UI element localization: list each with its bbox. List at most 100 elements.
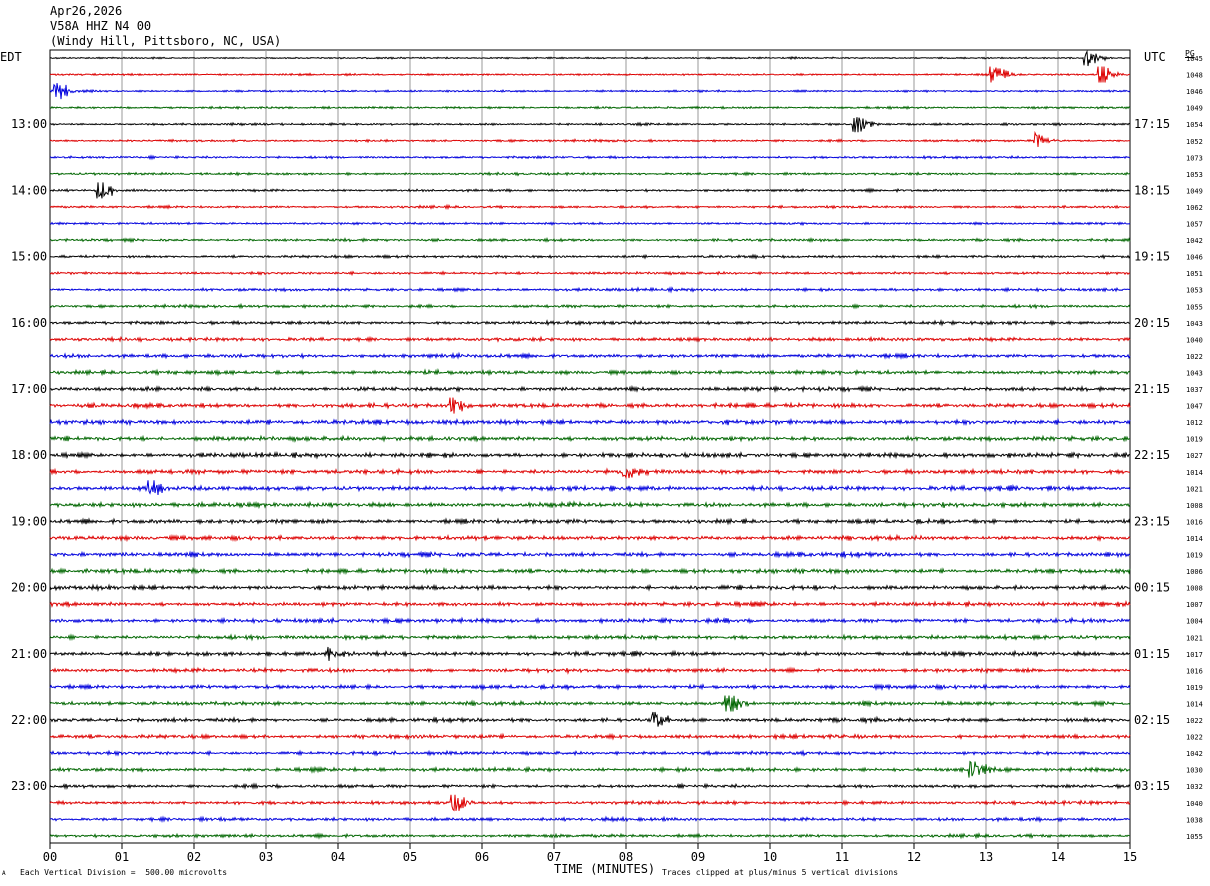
seismic-trace [49,711,1130,727]
trace-value-label: 1040 [1186,800,1203,808]
trace-value-label: 1016 [1186,518,1203,526]
trace-value-label: 1052 [1186,138,1203,146]
seismic-trace [49,236,1131,244]
x-tick-label: 10 [763,850,777,864]
trace-value-label: 1017 [1186,651,1203,659]
seismic-trace [49,171,1131,177]
seismic-trace [49,66,1131,83]
trace-value-label: 1012 [1186,419,1203,427]
trace-value-label: 1042 [1186,750,1203,758]
x-tick-label: 03 [259,850,273,864]
plot-grid [49,49,1131,849]
trace-value-label: 1062 [1186,204,1203,212]
trace-value-label: 1047 [1186,403,1203,411]
right-hour-label: 19:15 [1134,250,1170,264]
x-tick-label: 08 [619,850,633,864]
seismic-trace [49,253,1131,260]
header-location: (Windy Hill, Pittsboro, NC, USA) [50,34,282,48]
seismic-trace [49,500,1131,510]
seismic-trace [49,480,1131,496]
trace-value-label: 1006 [1186,568,1203,576]
trace-value-label: 1022 [1186,734,1203,742]
trace-value-label: 1022 [1186,353,1203,361]
seismic-trace [49,695,1131,712]
seismic-trace [49,794,1131,812]
seismic-trace [49,583,1131,593]
seismic-trace [49,467,1131,480]
seismic-trace [49,434,1131,443]
trace-value-label: 1038 [1186,816,1203,824]
seismic-trace [49,760,1131,778]
trace-value-label: 1073 [1186,154,1203,162]
right-hour-label: 17:15 [1134,117,1170,131]
pg-label: PG [1185,49,1195,58]
seismic-trace [49,749,1131,757]
right-hour-label: 00:15 [1134,581,1170,595]
trace-value-label: 1049 [1186,187,1203,195]
left-timezone-label: EDT [0,50,22,64]
seismic-trace [49,117,1131,133]
left-hour-label: 15:00 [11,250,47,264]
seismic-trace [49,302,1131,310]
trace-value-label: 1021 [1186,634,1203,642]
left-hour-label: 16:00 [11,316,47,330]
trace-value-label: 1048 [1186,72,1203,80]
trace-value-label: 1004 [1186,618,1203,626]
trace-value-label: 1014 [1186,535,1203,543]
seismic-trace [49,83,1131,100]
seismic-trace [49,683,1131,692]
trace-value-label: 1030 [1186,767,1203,775]
trace-value-label: 1042 [1186,237,1203,245]
seismic-trace [50,666,1131,675]
trace-value-label: 1040 [1186,336,1203,344]
seismic-trace [49,600,1131,609]
left-hour-label: 21:00 [11,647,47,661]
left-hour-label: 23:00 [11,779,47,793]
trace-value-label: 1021 [1186,485,1203,493]
seismic-trace [49,367,1131,377]
left-hour-label: 19:00 [11,514,47,528]
right-hour-label: 23:15 [1134,514,1170,528]
left-hour-label: 13:00 [11,117,47,131]
seismic-trace [49,646,1131,661]
x-tick-label: 12 [907,850,921,864]
trace-value-label: 1008 [1186,502,1203,510]
seismic-trace [49,384,1131,394]
right-hour-label: 20:15 [1134,316,1170,330]
seismic-trace [49,270,1131,277]
label-group: 00 01 02 03 04 05 06 07 08 09 10 11 12 13 14 15 1045 1048… [11,55,1203,864]
seismic-trace [49,566,1131,576]
trace-value-label: 1008 [1186,585,1203,593]
seismic-trace [49,417,1131,427]
x-tick-label: 05 [403,850,417,864]
x-tick-label: 02 [187,850,201,864]
header-date: Apr26,2026 [50,4,123,18]
x-tick-label: 01 [115,850,129,864]
trace-value-label: 1054 [1186,121,1203,129]
seismic-trace [49,182,1131,199]
seismic-trace [49,203,1131,211]
plot-frame [49,49,1131,844]
trace-value-label: 1057 [1186,221,1203,229]
right-hour-label: 21:15 [1134,382,1170,396]
trace-value-label: 1046 [1186,88,1203,96]
seismic-trace [49,286,1131,294]
x-tick-label: 14 [1051,850,1065,864]
left-hour-label: 17:00 [11,382,47,396]
trace-value-label: 1014 [1186,469,1203,477]
right-timezone-label: UTC [1144,50,1166,64]
corner-mark: A [2,870,6,877]
x-axis-title: TIME (MINUTES) [554,862,656,876]
x-tick-label: 11 [835,850,849,864]
trace-value-label: 1027 [1186,452,1203,460]
trace-value-label: 1049 [1186,105,1203,113]
seismic-trace [49,832,1131,840]
trace-value-label: 1043 [1186,369,1203,377]
seismic-trace [49,815,1131,823]
trace-value-label: 1022 [1186,717,1203,725]
trace-value-label: 1045 [1186,55,1203,63]
trace-value-label: 1053 [1186,287,1203,295]
trace-value-label: 1055 [1186,833,1203,841]
seismic-trace [49,105,1131,110]
